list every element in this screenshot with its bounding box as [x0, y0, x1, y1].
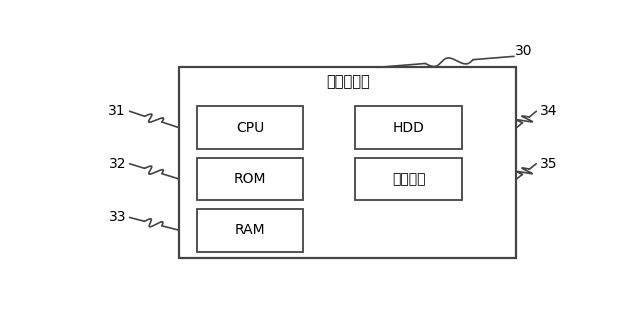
Text: 30: 30	[515, 44, 532, 58]
Text: HDD: HDD	[393, 121, 424, 135]
Bar	[179, 67, 516, 258]
Bar	[196, 209, 303, 252]
Text: 33: 33	[108, 210, 126, 224]
Text: 管理サーバ: 管理サーバ	[326, 74, 370, 89]
Text: ROM: ROM	[234, 172, 266, 186]
Bar	[355, 158, 462, 200]
Text: RAM: RAM	[235, 223, 265, 237]
Text: 32: 32	[108, 157, 126, 171]
Bar	[196, 107, 303, 149]
Text: CPU: CPU	[236, 121, 264, 135]
Text: 31: 31	[108, 104, 126, 118]
Bar	[355, 107, 462, 149]
Text: 34: 34	[540, 104, 557, 118]
Text: 通信装置: 通信装置	[392, 172, 426, 186]
Bar	[196, 158, 303, 200]
Text: 35: 35	[540, 157, 557, 171]
